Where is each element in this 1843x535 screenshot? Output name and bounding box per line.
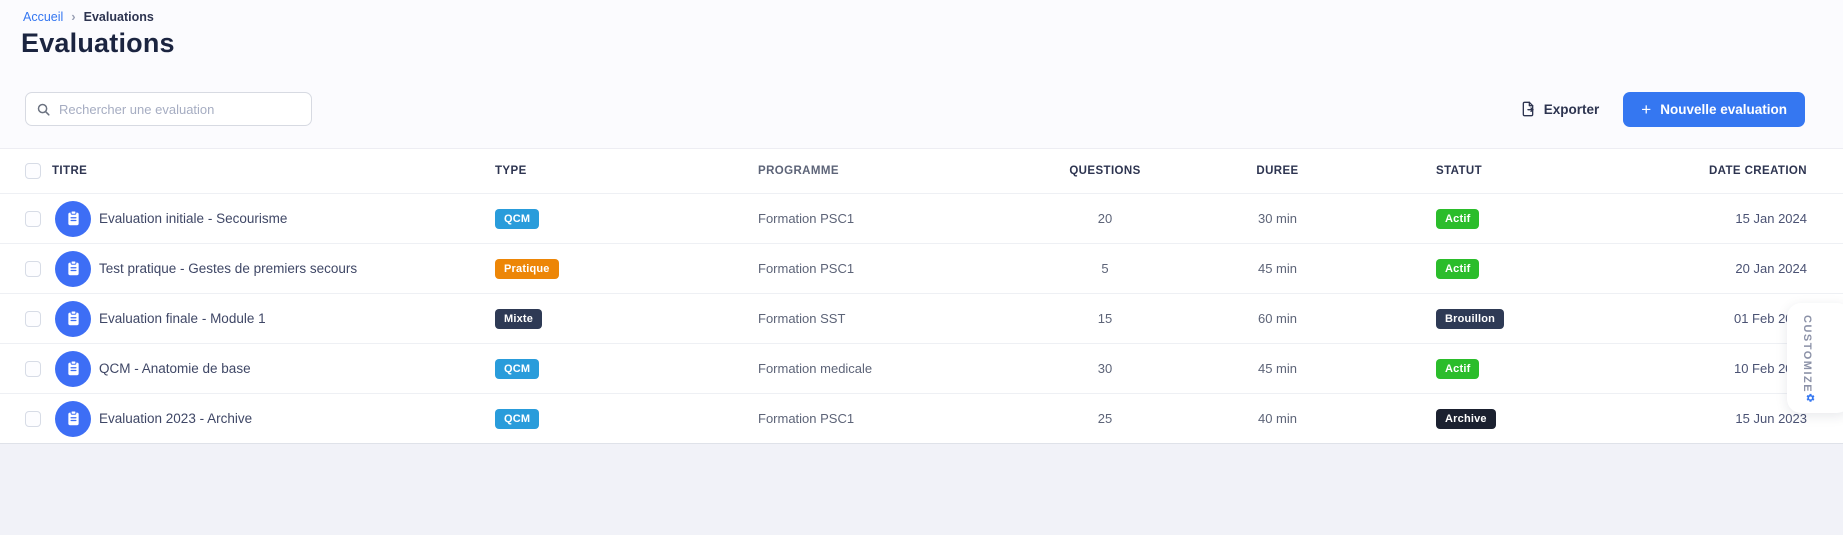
header-type[interactable]: TYPE [495, 165, 527, 177]
evaluation-avatar [55, 250, 91, 287]
header-programme[interactable]: PROGRAMME [758, 165, 839, 177]
programme-text: Formation SST [758, 311, 846, 326]
search-box[interactable] [25, 92, 312, 126]
new-evaluation-button[interactable]: + Nouvelle evaluation [1623, 91, 1805, 127]
table-row[interactable]: Evaluation 2023 - Archive QCM Formation … [0, 393, 1843, 443]
questions-count: 25 [1097, 411, 1113, 426]
toolbar: Exporter + Nouvelle evaluation [25, 91, 1805, 127]
row-checkbox[interactable] [25, 260, 41, 277]
duree-text: 40 min [1257, 411, 1298, 426]
row-checkbox[interactable] [25, 310, 41, 327]
status-badge: Actif [1436, 258, 1480, 279]
clipboard-icon [67, 310, 79, 326]
header-duree[interactable]: DUREE [1256, 165, 1299, 177]
type-badge: QCM [495, 408, 540, 429]
evaluation-title[interactable]: Evaluation 2023 - Archive [99, 411, 253, 426]
row-checkbox[interactable] [25, 360, 41, 377]
duree-text: 60 min [1257, 311, 1298, 326]
status-badge: Brouillon [1436, 308, 1505, 329]
table-row[interactable]: Test pratique - Gestes de premiers secou… [0, 243, 1843, 293]
export-file-icon [1522, 101, 1534, 117]
customize-label: CUSTOMIZE [1801, 315, 1813, 394]
duree-text: 45 min [1257, 361, 1298, 376]
breadcrumb-current: Evaluations [83, 9, 154, 24]
programme-text: Formation PSC1 [758, 211, 855, 226]
questions-count: 5 [1101, 261, 1109, 276]
clipboard-icon [67, 210, 79, 226]
questions-count: 30 [1097, 361, 1113, 376]
date-text: 15 Jun 2023 [1735, 411, 1807, 426]
new-evaluation-button-label: Nouvelle evaluation [1660, 101, 1787, 117]
breadcrumb-home-link[interactable]: Accueil [23, 9, 64, 24]
evaluation-title[interactable]: Evaluation finale - Module 1 [99, 311, 266, 326]
evaluations-table: TITRE TYPE PROGRAMME QUESTIONS DUREE STA… [0, 148, 1843, 444]
type-badge: Mixte [495, 308, 543, 329]
status-badge: Archive [1436, 408, 1496, 429]
programme-text: Formation PSC1 [758, 261, 855, 276]
evaluation-title[interactable]: QCM - Anatomie de base [99, 361, 251, 376]
clipboard-icon [67, 360, 79, 376]
header-titre[interactable]: TITRE [52, 165, 88, 177]
programme-text: Formation medicale [758, 361, 873, 376]
evaluation-title[interactable]: Evaluation initiale - Secourisme [99, 211, 288, 226]
programme-text: Formation PSC1 [758, 411, 855, 426]
table-body: Evaluation initiale - Secourisme QCM For… [0, 193, 1843, 443]
gear-icon[interactable] [1799, 393, 1822, 403]
search-icon [37, 103, 50, 116]
status-badge: Actif [1436, 358, 1480, 379]
date-text: 15 Jan 2024 [1735, 211, 1807, 226]
header-questions[interactable]: QUESTIONS [1069, 165, 1141, 177]
search-input[interactable] [59, 101, 301, 117]
breadcrumb: Accueil › Evaluations [23, 9, 154, 24]
clipboard-icon [67, 410, 79, 426]
evaluation-title[interactable]: Test pratique - Gestes de premiers secou… [99, 261, 358, 276]
type-badge: Pratique [495, 258, 559, 279]
evaluation-avatar [55, 200, 91, 237]
header-date-creation[interactable]: DATE CREATION [1708, 165, 1807, 177]
clipboard-icon [67, 260, 79, 276]
export-button[interactable]: Exporter [1512, 95, 1608, 123]
table-row[interactable]: Evaluation finale - Module 1 Mixte Forma… [0, 293, 1843, 343]
evaluation-avatar [55, 400, 91, 437]
table-row[interactable]: QCM - Anatomie de base QCM Formation med… [0, 343, 1843, 393]
questions-count: 20 [1097, 211, 1113, 226]
duree-text: 45 min [1257, 261, 1298, 276]
plus-icon: + [1641, 99, 1652, 119]
evaluation-avatar [55, 350, 91, 387]
row-checkbox[interactable] [25, 210, 41, 227]
type-badge: QCM [495, 358, 540, 379]
status-badge: Actif [1436, 208, 1480, 229]
select-all-checkbox[interactable] [25, 163, 41, 179]
export-button-label: Exporter [1543, 101, 1600, 117]
date-text: 20 Jan 2024 [1735, 261, 1807, 276]
duree-text: 30 min [1257, 211, 1298, 226]
header-statut[interactable]: STATUT [1436, 165, 1483, 177]
breadcrumb-separator-icon: › [71, 9, 76, 24]
table-header-row: TITRE TYPE PROGRAMME QUESTIONS DUREE STA… [0, 149, 1843, 193]
table-row[interactable]: Evaluation initiale - Secourisme QCM For… [0, 193, 1843, 243]
evaluation-avatar [55, 300, 91, 337]
page-header-section: Accueil › Evaluations Evaluations Export… [0, 0, 1843, 148]
page-title: Evaluations [21, 28, 175, 58]
type-badge: QCM [495, 208, 540, 229]
questions-count: 15 [1097, 311, 1113, 326]
row-checkbox[interactable] [25, 410, 41, 427]
customize-panel[interactable]: CUSTOMIZE [1787, 303, 1843, 413]
